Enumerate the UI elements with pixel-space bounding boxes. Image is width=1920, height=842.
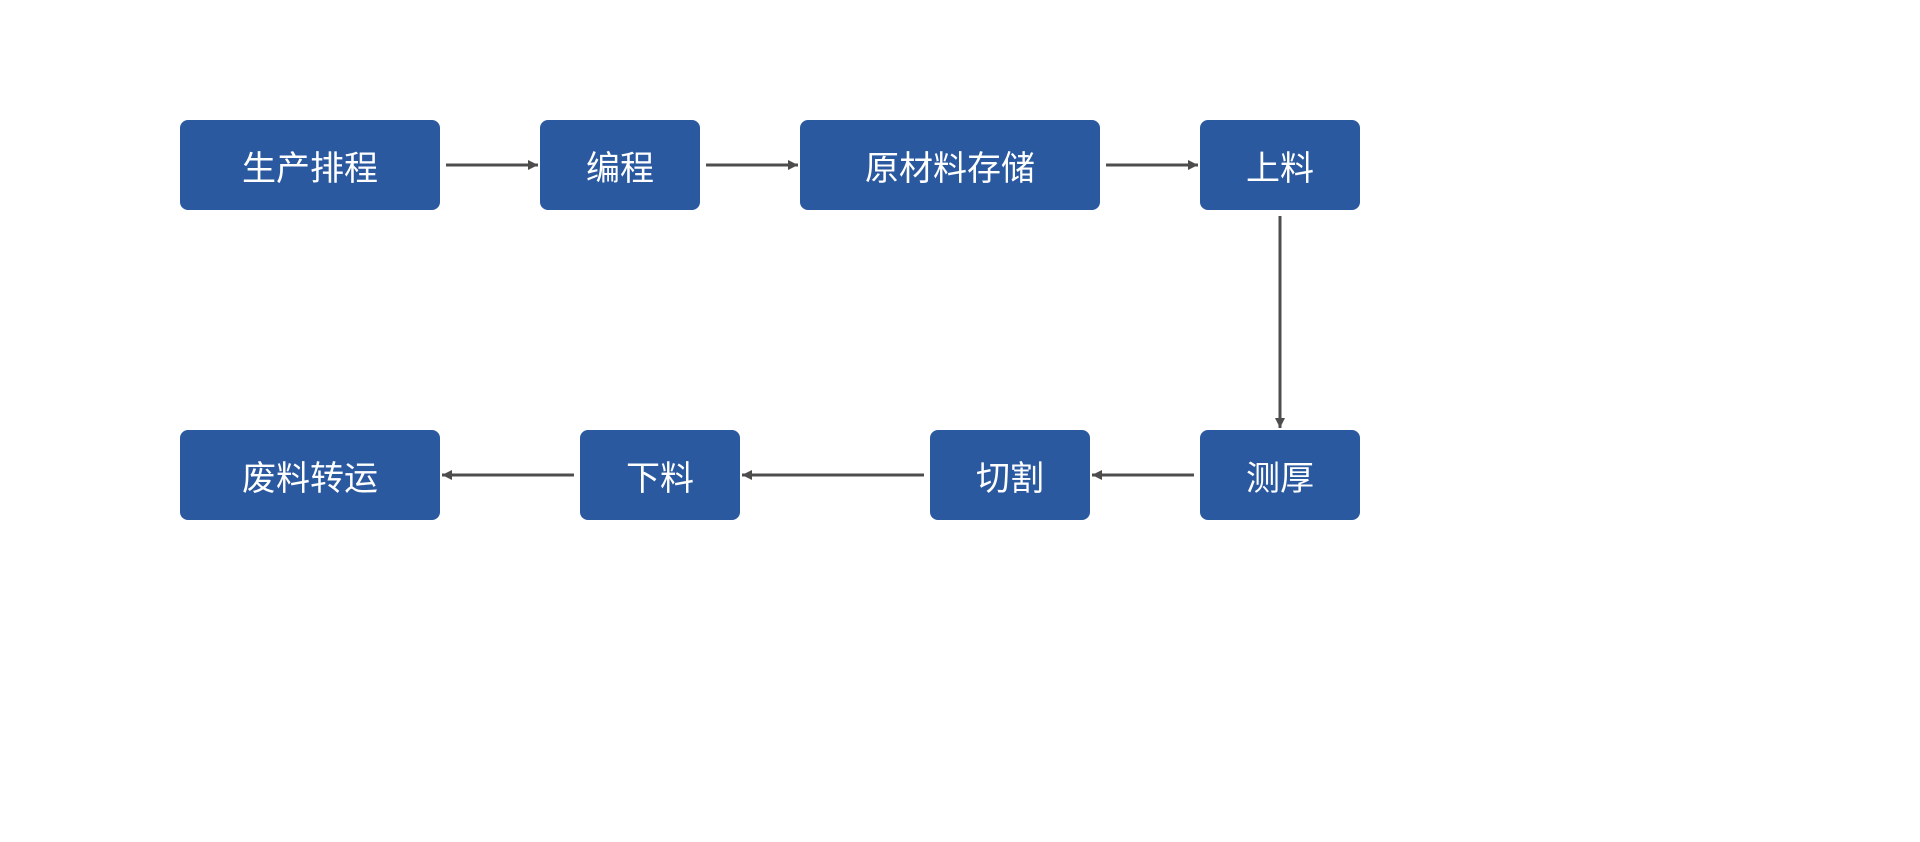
flowchart-node-n7: 下料	[580, 430, 740, 520]
flowchart-node-label: 切割	[976, 451, 1044, 500]
flowchart-node-label: 原材料存储	[865, 141, 1035, 190]
flowchart-node-n3: 原材料存储	[800, 120, 1100, 210]
flowchart-node-label: 废料转运	[242, 451, 378, 500]
flowchart-node-label: 编程	[586, 141, 654, 190]
flowchart-node-label: 上料	[1246, 141, 1314, 190]
flowchart-node-n8: 废料转运	[180, 430, 440, 520]
flowchart-node-label: 生产排程	[242, 141, 378, 190]
flowchart-node-n5: 测厚	[1200, 430, 1360, 520]
flowchart-node-label: 下料	[626, 451, 694, 500]
flowchart-node-n4: 上料	[1200, 120, 1360, 210]
flowchart-node-n1: 生产排程	[180, 120, 440, 210]
flowchart-node-label: 测厚	[1246, 451, 1314, 500]
flowchart-node-n2: 编程	[540, 120, 700, 210]
flowchart-node-n6: 切割	[930, 430, 1090, 520]
flowchart-container: 生产排程 编程 原材料存储 上料测厚 切割 下料 废料转运	[0, 0, 1920, 842]
